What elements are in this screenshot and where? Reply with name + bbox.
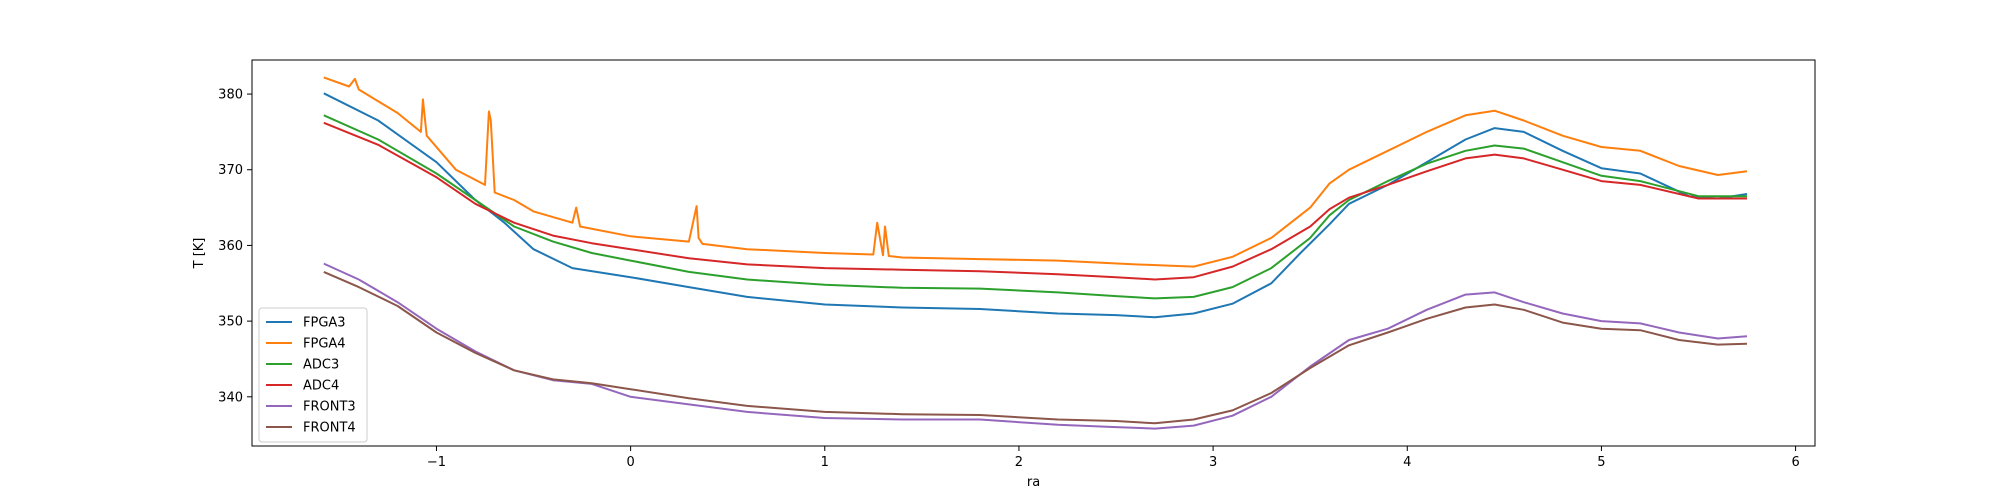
- y-tick-label: 380: [218, 88, 243, 103]
- y-tick-label: 350: [218, 315, 243, 330]
- x-tick-label: 5: [1597, 455, 1605, 470]
- x-tick-label: −1: [427, 455, 446, 470]
- x-tick-label: 4: [1403, 455, 1411, 470]
- x-axis: −1 0 1 2 3 4 5 6: [427, 446, 1800, 470]
- legend-label: FPGA4: [303, 337, 346, 352]
- x-tick-label: 2: [1015, 455, 1023, 470]
- series-line-fpga4: [323, 76, 1748, 268]
- legend-box: [258, 307, 368, 443]
- series-line-adc4: [323, 121, 1747, 281]
- legend: FPGA3 FPGA4 ADC3 ADC4 FRONT3 FRONT4: [258, 307, 368, 443]
- y-tick-label: 370: [218, 163, 243, 178]
- axes-frame: [251, 59, 1816, 447]
- legend-label: ADC3: [303, 358, 339, 373]
- x-tick-label: 0: [626, 455, 634, 470]
- x-tick-label: 1: [821, 455, 829, 470]
- legend-label: FRONT3: [303, 400, 356, 415]
- x-tick-label: 6: [1791, 455, 1799, 470]
- y-tick-label: 340: [218, 390, 243, 405]
- y-axis-label: T [K]: [192, 238, 207, 270]
- y-axis: 340 350 360 370 380: [218, 88, 252, 405]
- series-line-fpga3: [323, 92, 1748, 319]
- series-line-adc3: [323, 114, 1747, 300]
- x-axis-label: ra: [1027, 475, 1040, 490]
- series-line-front4: [323, 270, 1748, 425]
- x-tick-label: 3: [1209, 455, 1217, 470]
- legend-label: ADC4: [303, 379, 339, 394]
- legend-label: FRONT4: [303, 421, 356, 436]
- plot-lines: [323, 76, 1748, 430]
- y-tick-label: 360: [218, 239, 243, 254]
- legend-label: FPGA3: [303, 316, 346, 331]
